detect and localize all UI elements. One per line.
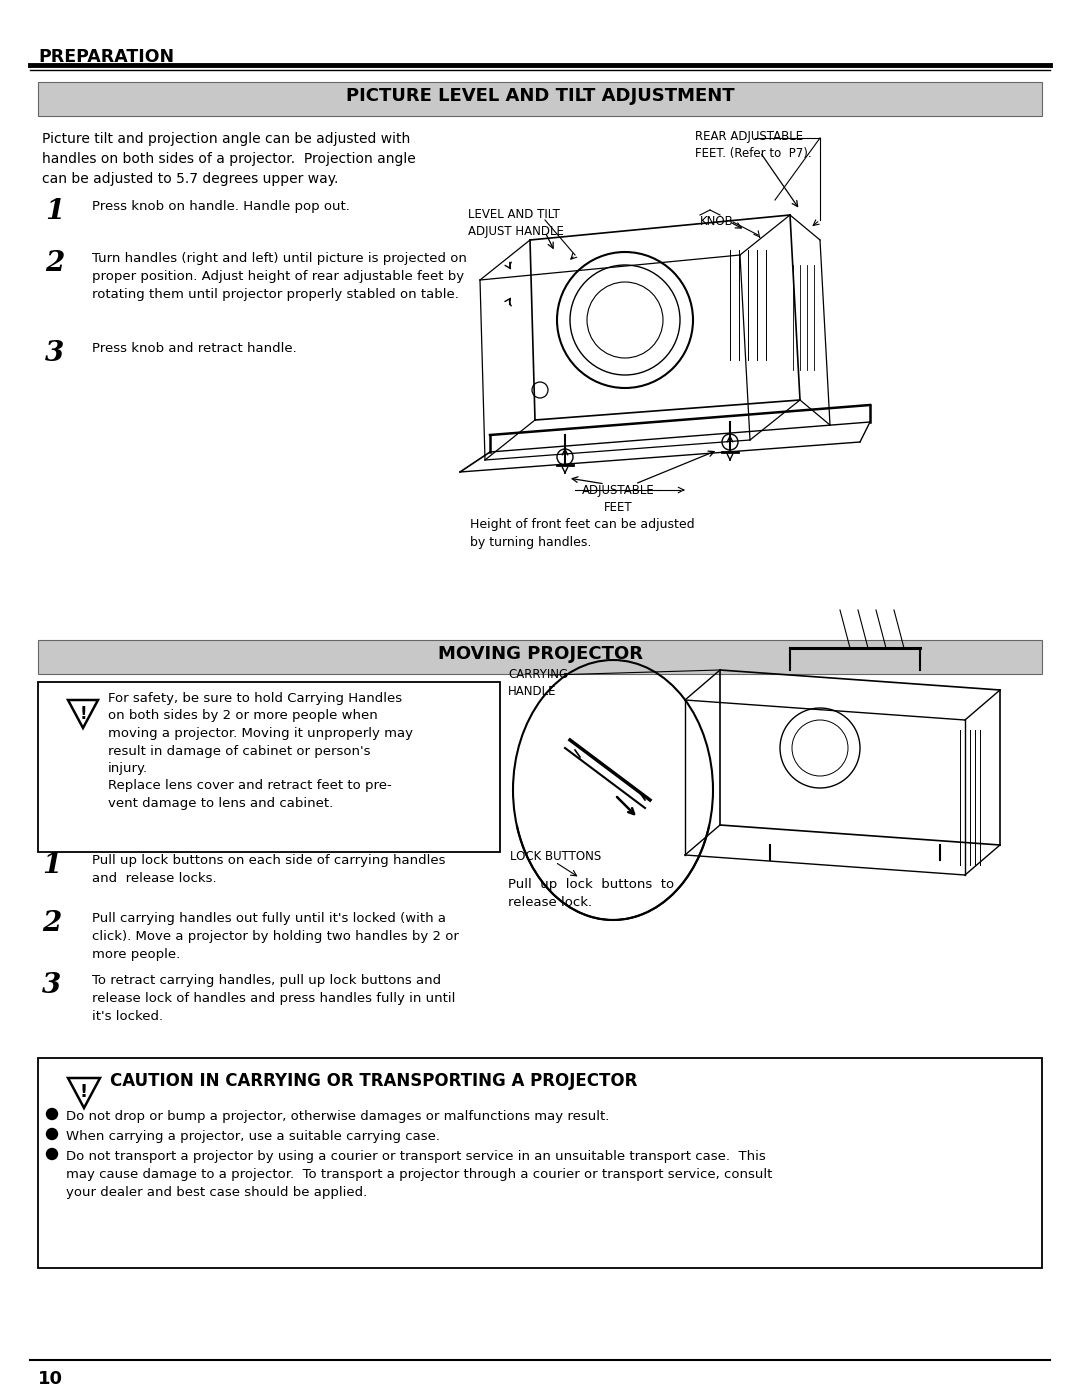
Text: !: ! [79,705,86,724]
Text: KNOB: KNOB [700,215,733,228]
Bar [38,1058,1042,1268]
Text: 2: 2 [45,250,64,277]
Text: CAUTION IN CARRYING OR TRANSPORTING A PROJECTOR: CAUTION IN CARRYING OR TRANSPORTING A PR… [110,1071,637,1090]
Text: Do not drop or bump a projector, otherwise damages or malfunctions may result.: Do not drop or bump a projector, otherwi… [66,1111,609,1123]
Text: Height of front feet can be adjusted
by turning handles.: Height of front feet can be adjusted by … [470,518,694,549]
Text: 3: 3 [42,972,62,999]
Text: Pull up lock buttons on each side of carrying handles
and  release locks.: Pull up lock buttons on each side of car… [92,854,446,886]
Text: 10: 10 [38,1370,63,1389]
Circle shape [46,1148,57,1160]
Text: When carrying a projector, use a suitable carrying case.: When carrying a projector, use a suitabl… [66,1130,440,1143]
Text: MOVING PROJECTOR: MOVING PROJECTOR [437,645,643,664]
Text: 2: 2 [42,909,62,937]
Bar [38,82,1042,116]
Text: 1: 1 [42,852,62,879]
Text: Turn handles (right and left) until picture is projected on
proper position. Adj: Turn handles (right and left) until pict… [92,251,467,300]
Circle shape [46,1108,57,1119]
Text: LEVEL AND TILT
ADJUST HANDLE: LEVEL AND TILT ADJUST HANDLE [468,208,564,237]
Text: Pull  up  lock  buttons  to
release lock.: Pull up lock buttons to release lock. [508,877,674,909]
Text: ADJUSTABLE
FEET: ADJUSTABLE FEET [582,483,654,514]
Text: For safety, be sure to hold Carrying Handles
on both sides by 2 or more people w: For safety, be sure to hold Carrying Han… [108,692,413,810]
Text: CARRYING
HANDLE: CARRYING HANDLE [508,668,568,698]
Text: 3: 3 [45,339,64,367]
Text: PICTURE LEVEL AND TILT ADJUSTMENT: PICTURE LEVEL AND TILT ADJUSTMENT [346,87,734,105]
Text: To retract carrying handles, pull up lock buttons and
release lock of handles an: To retract carrying handles, pull up loc… [92,974,456,1023]
Text: Do not transport a projector by using a courier or transport service in an unsui: Do not transport a projector by using a … [66,1150,772,1199]
Text: !: ! [80,1083,89,1101]
Text: Pull carrying handles out fully until it's locked (with a
click). Move a project: Pull carrying handles out fully until it… [92,912,459,961]
Text: LOCK BUTTONS: LOCK BUTTONS [510,849,602,863]
Text: 1: 1 [45,198,64,225]
Text: Press knob and retract handle.: Press knob and retract handle. [92,342,297,355]
Bar [38,640,1042,673]
Circle shape [46,1129,57,1140]
Text: Picture tilt and projection angle can be adjusted with
handles on both sides of : Picture tilt and projection angle can be… [42,131,416,186]
Text: REAR ADJUSTABLE
FEET. (Refer to  P7).: REAR ADJUSTABLE FEET. (Refer to P7). [696,130,812,161]
Text: Press knob on handle. Handle pop out.: Press knob on handle. Handle pop out. [92,200,350,212]
Bar [38,682,500,852]
Text: PREPARATION: PREPARATION [38,47,174,66]
